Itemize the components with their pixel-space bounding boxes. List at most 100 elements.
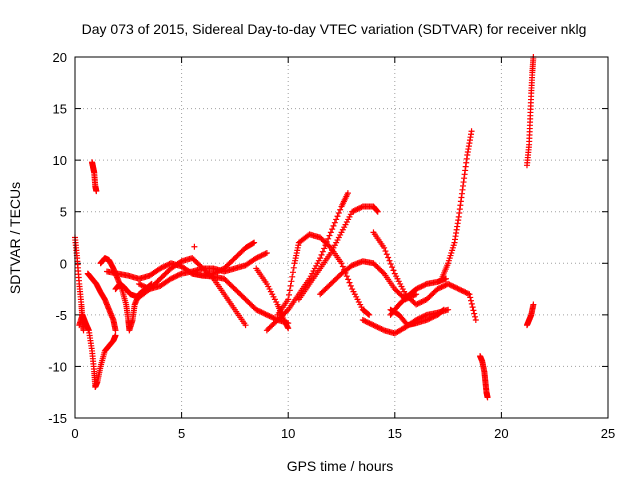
data-point: [374, 324, 381, 331]
data-point: [263, 311, 270, 318]
data-point: [382, 248, 389, 255]
data-point: [353, 206, 360, 213]
data-point: [139, 282, 146, 289]
series-arc-20: [477, 353, 491, 401]
data-point: [141, 283, 148, 290]
data-point: [253, 255, 260, 262]
data-point: [167, 275, 174, 282]
data-point: [442, 282, 449, 289]
data-point: [321, 245, 328, 252]
data-point: [362, 318, 369, 325]
y-tick-label: -5: [55, 308, 67, 323]
data-point: [472, 313, 479, 320]
data-point: [465, 290, 472, 297]
data-point: [374, 208, 381, 215]
data-point: [355, 205, 362, 212]
data-point: [468, 297, 475, 304]
data-point: [454, 285, 461, 292]
data-point: [93, 188, 100, 195]
data-point: [415, 284, 422, 291]
series-arc-15: [370, 229, 479, 324]
data-point: [361, 317, 368, 324]
data-point: [451, 284, 458, 291]
data-point: [441, 282, 448, 289]
data-point: [259, 309, 266, 316]
data-point: [453, 284, 460, 291]
data-point: [440, 306, 447, 313]
data-point: [330, 222, 337, 229]
data-point: [358, 204, 365, 211]
data-point: [423, 317, 430, 324]
data-point: [343, 273, 350, 280]
data-point: [270, 315, 277, 322]
data-point: [387, 260, 394, 267]
data-point: [389, 264, 396, 271]
data-point: [289, 273, 296, 280]
data-point: [266, 313, 273, 320]
data-point: [366, 311, 373, 318]
data-point: [335, 210, 342, 217]
data-point: [143, 284, 150, 291]
series-arc-22: [523, 54, 537, 169]
series-arc-2: [76, 311, 119, 391]
data-point: [467, 294, 474, 301]
data-point: [258, 309, 265, 316]
data-point: [427, 315, 434, 322]
data-point: [169, 275, 176, 282]
data-point: [283, 307, 290, 314]
data-point: [369, 321, 376, 328]
data-point: [285, 325, 292, 332]
data-point: [350, 208, 357, 215]
data-point: [438, 284, 445, 291]
data-point: [267, 313, 274, 320]
data-point: [329, 226, 336, 233]
data-point: [419, 282, 426, 289]
data-point: [137, 281, 144, 288]
data-point: [375, 324, 382, 331]
data-point: [377, 325, 384, 332]
data-point: [286, 287, 293, 294]
series-arc-10: [253, 265, 292, 332]
series-arc-16: [387, 275, 449, 318]
x-tick-label: 5: [178, 426, 185, 441]
data-point: [265, 312, 272, 319]
data-point: [440, 307, 447, 314]
series-arc-12: [274, 231, 373, 318]
y-axis-label: SDTVAR / TECUs: [7, 182, 23, 294]
x-tick-label: 25: [601, 426, 615, 441]
data-point: [349, 208, 356, 215]
series-arc-23: [191, 243, 198, 250]
data-point: [325, 235, 332, 242]
data-point: [318, 251, 325, 258]
x-tick-label: 10: [281, 426, 295, 441]
data-point: [289, 269, 296, 276]
data-point: [414, 285, 421, 292]
y-tick-label: 20: [53, 50, 67, 65]
data-point: [471, 310, 478, 317]
data-point: [439, 283, 446, 290]
data-point: [354, 206, 361, 213]
series-arc-8: [135, 249, 270, 293]
data-point: [430, 313, 437, 320]
y-tick-label: -15: [48, 411, 67, 426]
data-point: [450, 283, 457, 290]
data-point: [385, 254, 392, 261]
data-point: [359, 317, 366, 324]
data-point: [255, 307, 262, 314]
series-arc-18: [387, 306, 447, 329]
data-point: [470, 307, 477, 314]
data-point: [159, 264, 166, 271]
data-point: [422, 281, 429, 288]
data-point: [259, 251, 266, 258]
grid: [75, 57, 608, 418]
data-point: [254, 307, 261, 314]
data-point: [261, 310, 268, 317]
data-point: [386, 257, 393, 264]
data-point: [434, 286, 441, 293]
data-point: [346, 279, 353, 286]
data-point: [171, 273, 178, 280]
y-tick-label: -10: [48, 359, 67, 374]
data-point: [373, 323, 380, 330]
data-point: [419, 298, 426, 305]
data-point: [261, 251, 268, 258]
